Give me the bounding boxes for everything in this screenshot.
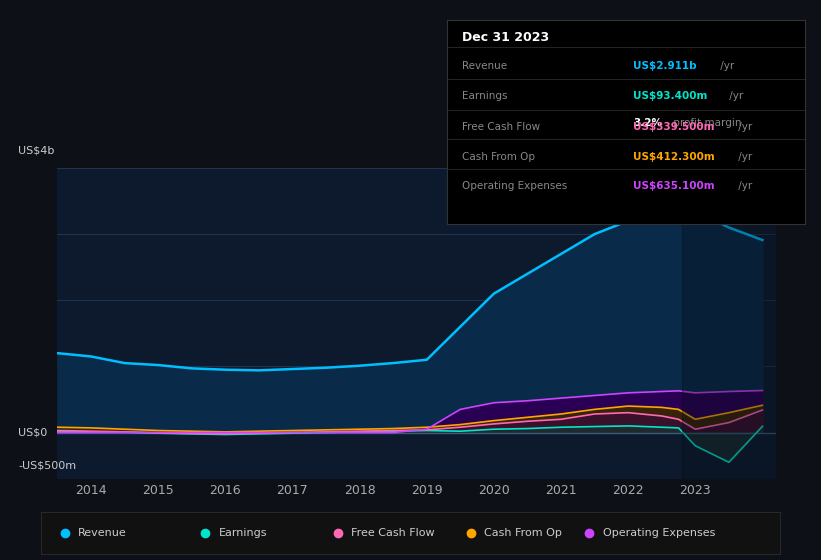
Text: Cash From Op: Cash From Op <box>484 529 562 538</box>
Text: Revenue: Revenue <box>461 60 507 71</box>
Text: US$93.400m: US$93.400m <box>633 91 708 101</box>
Text: /yr: /yr <box>726 91 743 101</box>
Text: /yr: /yr <box>736 152 753 161</box>
Text: /yr: /yr <box>736 181 753 191</box>
Text: US$339.500m: US$339.500m <box>633 122 714 132</box>
Text: US$4b: US$4b <box>18 146 54 156</box>
Text: US$412.300m: US$412.300m <box>633 152 715 161</box>
Text: /yr: /yr <box>717 60 734 71</box>
Text: Earnings: Earnings <box>461 91 507 101</box>
Text: US$635.100m: US$635.100m <box>633 181 715 191</box>
Text: /yr: /yr <box>736 122 753 132</box>
Text: Cash From Op: Cash From Op <box>461 152 534 161</box>
Text: Revenue: Revenue <box>78 529 126 538</box>
Text: US$0: US$0 <box>18 427 48 437</box>
Text: Free Cash Flow: Free Cash Flow <box>351 529 435 538</box>
Text: Earnings: Earnings <box>218 529 267 538</box>
Text: Dec 31 2023: Dec 31 2023 <box>461 31 549 44</box>
Text: 3.2%: 3.2% <box>633 118 663 128</box>
Text: profit margin: profit margin <box>670 118 742 128</box>
Bar <box>682 168 776 479</box>
Text: -US$500m: -US$500m <box>18 460 76 470</box>
Text: Operating Expenses: Operating Expenses <box>603 529 715 538</box>
Text: US$2.911b: US$2.911b <box>633 60 697 71</box>
Text: Free Cash Flow: Free Cash Flow <box>461 122 540 132</box>
Text: Operating Expenses: Operating Expenses <box>461 181 567 191</box>
